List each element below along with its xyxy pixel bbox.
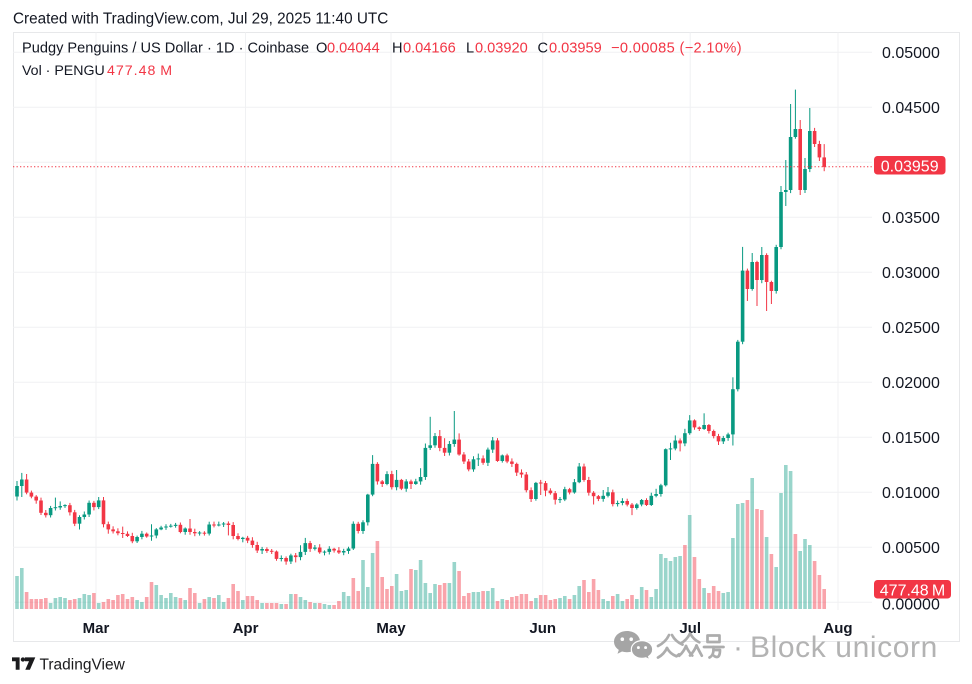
svg-text:0.00500: 0.00500 [882,540,940,557]
svg-text:May: May [376,620,406,637]
svg-text:Aug: Aug [823,620,852,637]
svg-text:0.03959: 0.03959 [881,159,939,176]
svg-text:TradingView: TradingView [40,656,126,673]
svg-text:0.00000: 0.00000 [882,596,940,613]
svg-text:0.01000: 0.01000 [882,485,940,502]
svg-text:0.02500: 0.02500 [882,320,940,337]
svg-text:0.01500: 0.01500 [882,430,940,447]
svg-text:Apr: Apr [233,620,259,637]
svg-text:477.48 M: 477.48 M [880,583,945,600]
svg-text:·: · [733,631,743,664]
svg-text:0.03000: 0.03000 [882,265,940,282]
svg-text:Jul: Jul [679,620,701,637]
svg-text:Jun: Jun [529,620,556,637]
svg-text:Block unicorn: Block unicorn [750,631,938,664]
svg-text:0.04500: 0.04500 [882,100,940,117]
svg-text:Created with TradingView.com,: Created with TradingView.com, Jul 29, 20… [13,11,388,28]
svg-text:0.03500: 0.03500 [882,210,940,227]
svg-text:0.05000: 0.05000 [882,45,940,62]
svg-text:Pudgy Penguins / US Dollar · 1: Pudgy Penguins / US Dollar · 1D · Coinba… [22,41,742,57]
svg-text:Mar: Mar [83,620,110,637]
svg-text:0.02000: 0.02000 [882,375,940,392]
